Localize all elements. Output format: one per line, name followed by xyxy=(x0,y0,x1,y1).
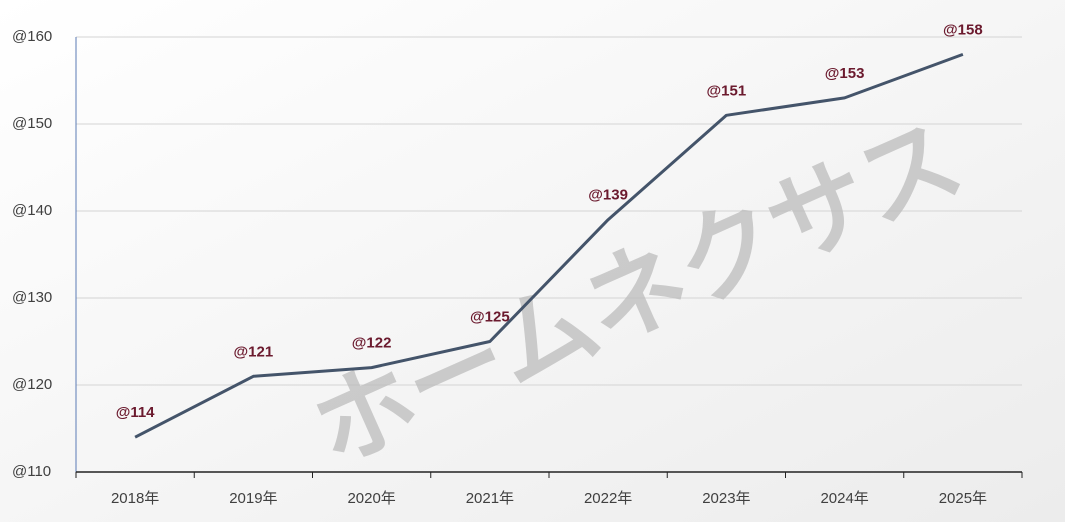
x-tick-label: 2025年 xyxy=(939,490,987,507)
x-tick-label: 2020年 xyxy=(347,490,395,507)
plot: 2018年 2019年 2020年 2021年 2022年 2023年 2024年 2025年… xyxy=(111,21,987,507)
y-tick-label: @150 xyxy=(12,115,52,132)
data-label: @151 xyxy=(707,82,747,99)
data-label: @121 xyxy=(234,343,274,360)
y-tick-label: @130 xyxy=(12,289,52,306)
line xyxy=(134,52,964,439)
x-tick-label: 2022年 xyxy=(584,490,632,507)
data-label: @125 xyxy=(470,308,510,325)
x-tick-label: 2019年 xyxy=(229,490,277,507)
x-tick-label: 2024年 xyxy=(820,490,868,507)
data-label: @114 xyxy=(116,404,155,421)
y-tick-label: @140 xyxy=(12,202,52,219)
y-tick-label: @110 xyxy=(12,463,51,480)
y-tick-label: @160 xyxy=(12,28,52,45)
data-label: @153 xyxy=(825,65,865,82)
data-label: @158 xyxy=(943,21,983,38)
data-label: @122 xyxy=(352,335,392,352)
y-tick-label: @120 xyxy=(12,376,52,393)
x-tick-label: 2021年 xyxy=(466,490,514,507)
x-tick-label: 2023年 xyxy=(702,490,750,507)
data-label: @139 xyxy=(588,187,628,204)
x-tick-label: 2018年 xyxy=(111,490,159,507)
